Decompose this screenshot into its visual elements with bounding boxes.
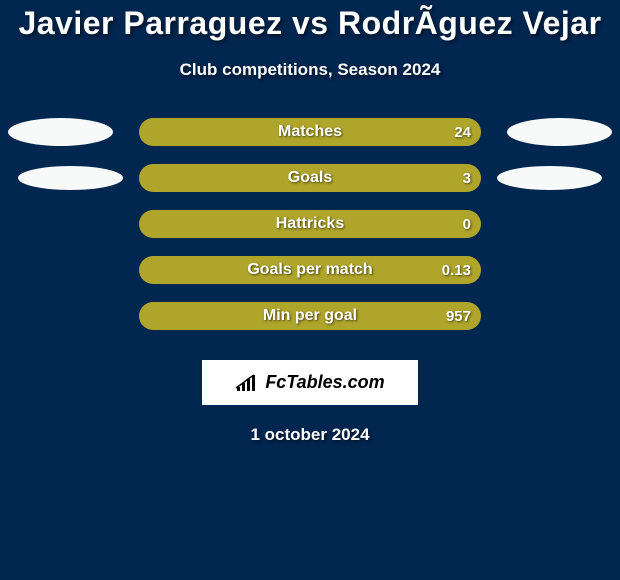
stat-bar: Matches 24 xyxy=(139,118,481,146)
stat-row: Goals 3 xyxy=(0,164,620,192)
ellipse-left xyxy=(8,118,113,146)
stat-value: 3 xyxy=(463,170,471,187)
stat-bar: Goals 3 xyxy=(139,164,481,192)
stat-bar: Goals per match 0.13 xyxy=(139,256,481,284)
stat-row: Matches 24 xyxy=(0,118,620,146)
ellipse-left xyxy=(18,166,123,190)
stat-row: Hattricks 0 xyxy=(0,210,620,238)
stat-bar: Hattricks 0 xyxy=(139,210,481,238)
stats-area: Matches 24 Goals 3 Hattricks 0 Goals per… xyxy=(0,118,620,348)
stat-label: Goals per match xyxy=(247,261,372,279)
stat-row: Min per goal 957 xyxy=(0,302,620,330)
stat-value: 0 xyxy=(463,216,471,233)
date: 1 october 2024 xyxy=(250,425,369,445)
stat-value: 24 xyxy=(454,124,471,141)
stat-label: Matches xyxy=(278,123,342,141)
logo-text: FcTables.com xyxy=(265,372,384,393)
stat-label: Goals xyxy=(288,169,332,187)
stat-label: Min per goal xyxy=(263,307,357,325)
stat-row: Goals per match 0.13 xyxy=(0,256,620,284)
subtitle: Club competitions, Season 2024 xyxy=(180,60,441,80)
main-container: Javier Parraguez vs RodrÃ­guez Vejar Clu… xyxy=(0,0,620,445)
stat-value: 0.13 xyxy=(442,262,471,279)
page-title: Javier Parraguez vs RodrÃ­guez Vejar xyxy=(18,5,601,42)
stat-value: 957 xyxy=(446,308,471,325)
ellipse-right xyxy=(497,166,602,190)
ellipse-right xyxy=(507,118,612,146)
stat-bar: Min per goal 957 xyxy=(139,302,481,330)
stat-label: Hattricks xyxy=(276,215,344,233)
chart-icon xyxy=(235,373,259,393)
logo-box: FcTables.com xyxy=(202,360,418,405)
